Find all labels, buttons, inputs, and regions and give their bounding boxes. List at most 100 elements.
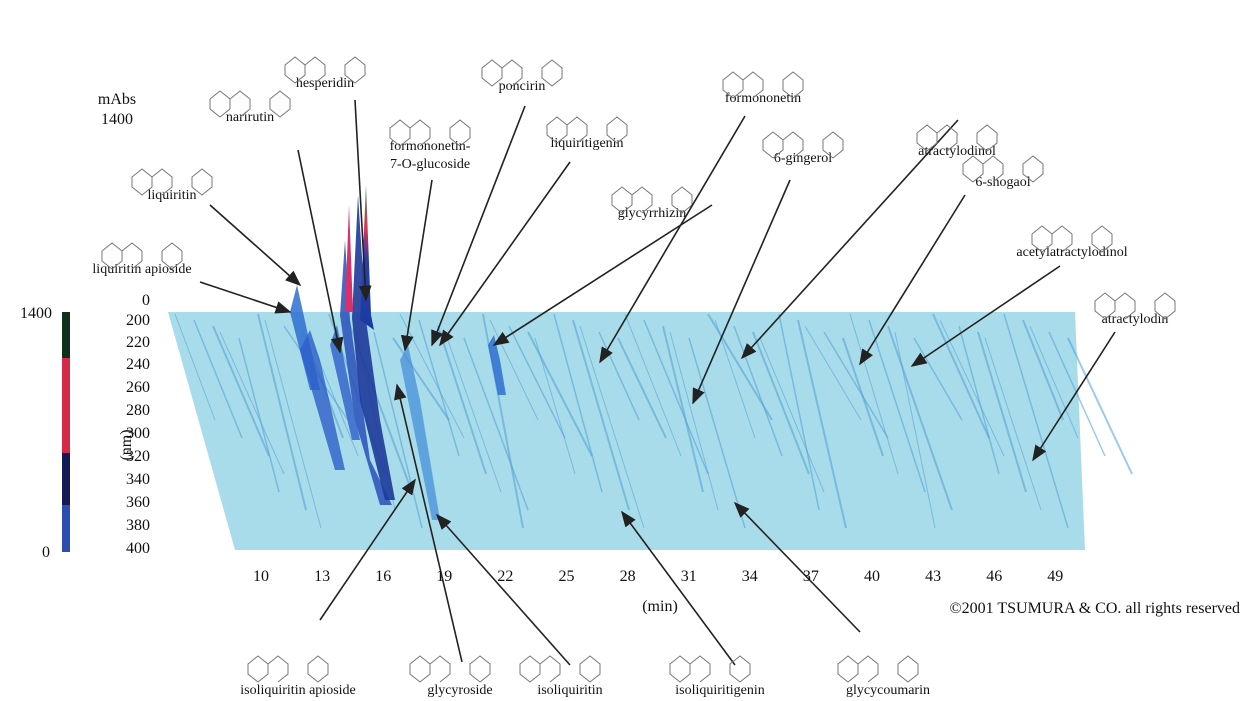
nm-tick-label: 360 (126, 494, 150, 511)
compound-label: narirutin (226, 110, 274, 125)
min-tick-label: 25 (559, 568, 575, 585)
structure (389, 119, 471, 147)
streak (797, 319, 847, 529)
arrow (692, 179, 791, 405)
structure (284, 56, 366, 84)
compound-label: isoliquiritin (537, 683, 602, 698)
nm-tick-label: 400 (126, 540, 150, 557)
min-tick-label: 10 (253, 568, 269, 585)
compound-label: atractylodin (1102, 312, 1169, 327)
min-tick-label: 19 (436, 568, 452, 585)
compound-label: liquiritin (148, 188, 197, 203)
nm-tick-label: 220 (126, 334, 150, 351)
structure (546, 116, 628, 144)
structure (837, 655, 919, 683)
streak (264, 319, 322, 529)
structure (519, 655, 601, 683)
compound-label: glycyroside (427, 683, 492, 698)
streak (437, 325, 487, 475)
streak (1003, 313, 1069, 529)
colorbar-segment (62, 453, 70, 505)
streak (238, 337, 280, 493)
compound-label: glycycoumarin (846, 683, 930, 698)
arrow (599, 115, 746, 364)
arrow (435, 513, 571, 666)
streak (714, 319, 756, 439)
streak (463, 337, 529, 511)
min-tick-label: 40 (864, 568, 880, 585)
arrow (199, 281, 292, 314)
streak (527, 331, 593, 457)
streak (617, 337, 667, 439)
streak (553, 313, 603, 493)
compound-label: 6-gingerol (774, 151, 832, 166)
arrow (400, 179, 433, 352)
streak (1022, 319, 1064, 421)
nm-tick-label: 340 (126, 471, 150, 488)
compound-label: 6-shogaol (975, 175, 1030, 190)
compound-label: formononetin (725, 91, 801, 106)
compound-label: isoliquiritigenin (675, 683, 764, 698)
streak (418, 319, 460, 457)
arrow (859, 194, 966, 366)
streak (752, 331, 810, 475)
colorbar-segment (62, 312, 70, 358)
streak (977, 331, 1027, 493)
nm-tick-label: 300 (126, 425, 150, 442)
y-unit: mAbs (98, 91, 136, 108)
colorbar-bottom: 0 (42, 544, 50, 561)
streak (1029, 325, 1079, 439)
min-tick-label: 34 (742, 568, 758, 585)
structure (916, 124, 998, 152)
streak (939, 319, 1005, 457)
streak (643, 319, 709, 475)
streak (1067, 337, 1133, 475)
min-label: (min) (642, 598, 678, 615)
compound-label: acetylatractylodinol (1016, 245, 1127, 260)
nm-tick-label: 320 (126, 448, 150, 465)
streak (444, 331, 502, 493)
streak (932, 313, 990, 439)
plane (168, 312, 1085, 550)
nm-tick-label: 380 (126, 517, 150, 534)
min-tick-label: 16 (375, 568, 391, 585)
structure (481, 59, 563, 87)
structure (962, 155, 1044, 183)
streak (887, 325, 953, 511)
streak (572, 319, 630, 511)
structure (1031, 225, 1113, 253)
streak (219, 331, 285, 475)
streak (868, 319, 926, 493)
arrow (492, 204, 713, 346)
min-tick-label: 37 (803, 568, 819, 585)
streak (804, 325, 862, 421)
compound-label: glycyrrhizin (618, 206, 686, 221)
compound-label: poncirin (499, 79, 546, 94)
streak (913, 337, 963, 421)
copyright: ©2001 TSUMURA & CO. all rights reserved (949, 600, 1240, 617)
y-max: 1400 (101, 111, 133, 128)
nm-tick-label: 0 (142, 292, 150, 309)
structure (1094, 292, 1176, 320)
streak (849, 313, 899, 475)
arrow (1032, 331, 1116, 462)
streak (579, 325, 645, 529)
streak (174, 313, 216, 421)
streak (842, 337, 884, 457)
nm-tick-label: 260 (126, 379, 150, 396)
min-tick-label: 13 (314, 568, 330, 585)
arrow (431, 105, 526, 347)
compound-label: liquiritigenin (550, 136, 623, 151)
streak (669, 331, 719, 511)
structure (409, 655, 491, 683)
streak (688, 337, 746, 529)
arrow (297, 149, 344, 354)
streak (257, 313, 307, 511)
streak (212, 325, 270, 457)
streak (958, 325, 1000, 475)
streak (399, 313, 465, 439)
structure (101, 242, 183, 270)
min-tick-label: 22 (497, 568, 513, 585)
